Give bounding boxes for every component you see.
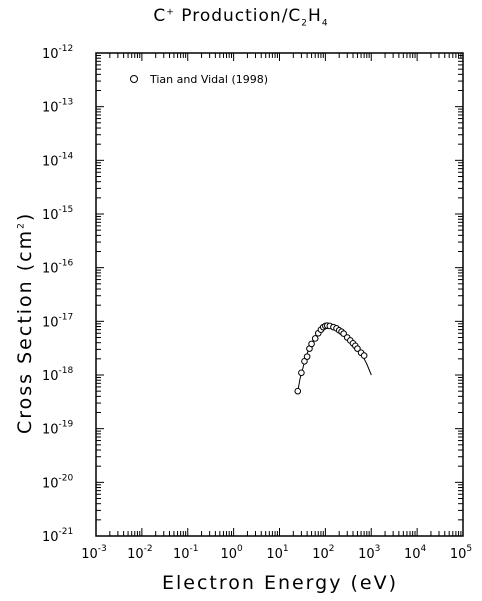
x-tick-label: 104 — [404, 544, 427, 562]
x-tick-label: 100 — [220, 544, 243, 562]
data-point — [294, 387, 302, 395]
y-axis-label-superscript: 2 — [16, 221, 27, 229]
data-point — [303, 353, 311, 360]
title-subscript: 2 — [301, 18, 309, 29]
x-axis-label: Electron Energy (eV) — [161, 572, 399, 594]
y-axis-label-text: Cross Section (cm — [14, 228, 36, 434]
x-tick-label: 105 — [450, 544, 472, 562]
x-tick-label: 101 — [266, 544, 288, 562]
y-tick-label: 10-19 — [42, 420, 74, 438]
y-tick-label: 10-21 — [42, 527, 73, 545]
x-tick-label: 103 — [358, 544, 380, 562]
plot-frame — [95, 52, 464, 537]
x-tick-label: 10-3 — [81, 544, 107, 562]
title-part: C — [153, 6, 167, 26]
data-point — [340, 330, 347, 337]
y-tick-label: 10-14 — [42, 151, 74, 169]
y-axis-label-text: ) — [14, 211, 36, 222]
chart-title: C+ Production/C2H4 — [0, 6, 482, 28]
data-point — [308, 340, 315, 348]
y-tick-label: 10-15 — [42, 205, 73, 223]
y-tick-label: 10-20 — [42, 473, 74, 491]
x-tick-label: 10-2 — [127, 544, 153, 562]
x-tick-label: 102 — [312, 544, 334, 562]
data-point — [298, 369, 305, 377]
y-tick-label: 10-12 — [42, 44, 73, 62]
y-tick-label: 10-17 — [42, 312, 73, 330]
data-point — [354, 345, 361, 352]
title-part: H — [308, 6, 322, 26]
x-tick-label: 10-1 — [173, 544, 199, 562]
legend-marker — [130, 75, 138, 83]
title-superscript: + — [166, 7, 175, 18]
y-axis-label: Cross Section (cm2) — [14, 212, 36, 434]
y-tick-label: 10-13 — [42, 98, 73, 116]
title-part: Production/C — [174, 6, 302, 26]
data-point — [311, 335, 319, 342]
legend-label: Tian and Vidal (1998) — [149, 73, 268, 86]
y-tick-label: 10-18 — [42, 366, 74, 384]
data-point — [360, 352, 368, 359]
title-subscript: 4 — [321, 18, 329, 29]
y-tick-label: 10-16 — [42, 259, 74, 277]
